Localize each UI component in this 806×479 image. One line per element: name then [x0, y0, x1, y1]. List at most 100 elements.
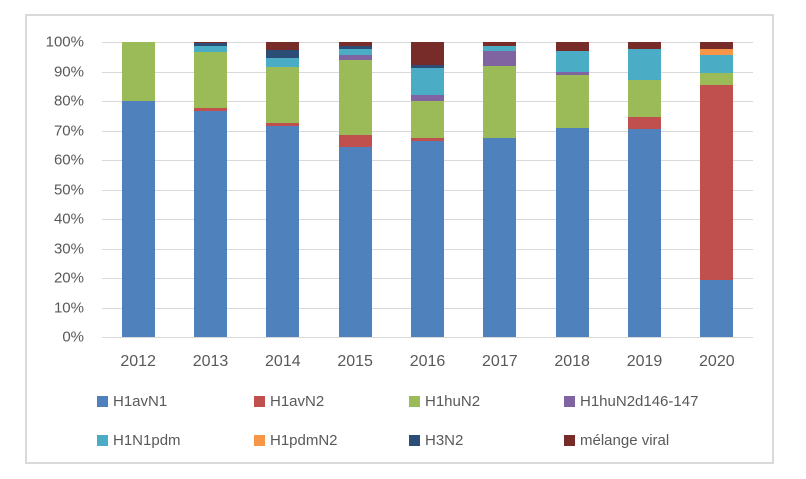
- bar-segment-2015-H3N2[interactable]: [338, 46, 372, 50]
- bar-segment-2015-H1avN1[interactable]: [338, 146, 372, 337]
- bar-segment-2017-mélange viral[interactable]: [483, 42, 517, 47]
- bar-segment-2019-H1avN1[interactable]: [627, 129, 661, 337]
- bar-slot-2012: [102, 42, 174, 337]
- stacked-bar-2014[interactable]: [266, 42, 300, 337]
- bar-segment-2018-H1huN2d146-147[interactable]: [555, 71, 589, 75]
- bar-segment-2016-H1N1pdm[interactable]: [410, 68, 444, 96]
- x-axis-tick-label-2016: 2016: [409, 353, 446, 370]
- bar-segment-2016-mélange viral[interactable]: [410, 41, 444, 66]
- bar-segment-2013-H1huN2[interactable]: [193, 52, 227, 109]
- stacked-bar-2020[interactable]: [700, 42, 734, 337]
- bar-segment-2018-H1avN1[interactable]: [555, 127, 589, 337]
- bar-segment-2013-H1avN1[interactable]: [193, 111, 227, 337]
- bar-segment-2015-H1huN2[interactable]: [338, 59, 372, 135]
- bar-segment-2020-H1avN2[interactable]: [700, 84, 734, 280]
- bar-segment-2020-H1huN2[interactable]: [700, 73, 734, 85]
- y-axis-tick-label: 50%: [53, 181, 84, 198]
- bar-slot-2013: [174, 41, 246, 337]
- stacked-bar-2015[interactable]: [338, 42, 372, 337]
- legend-item-H1huN2[interactable]: H1huN2: [409, 393, 480, 410]
- bar-slot-2014: [247, 42, 319, 337]
- bar-segment-2013-mélange viral[interactable]: [193, 41, 227, 44]
- x-axis-tick-label-2015: 2015: [337, 353, 373, 370]
- legend-item-H1N1pdm[interactable]: H1N1pdm: [97, 432, 181, 449]
- y-axis-tick-label: 90%: [53, 63, 84, 80]
- stacked-bar-2012[interactable]: [121, 42, 155, 337]
- bar-segment-2014-H3N2[interactable]: [266, 49, 300, 59]
- stacked-bar-2019[interactable]: [627, 41, 661, 337]
- legend-swatch-icon: [409, 435, 420, 446]
- legend-item-mélange viral[interactable]: mélange viral: [564, 432, 669, 449]
- bar-segment-2017-H1huN2[interactable]: [483, 65, 517, 138]
- legend-item-H1huN2d146-147[interactable]: H1huN2d146-147: [564, 393, 698, 410]
- bar-segment-2016-H1avN2[interactable]: [410, 137, 444, 141]
- bar-segment-2012-H1avN1[interactable]: [121, 101, 155, 337]
- bar-segment-2020-H1N1pdm[interactable]: [700, 55, 734, 74]
- bar-segment-2015-H1avN2[interactable]: [338, 134, 372, 147]
- bar-segment-2019-H1N1pdm[interactable]: [627, 49, 661, 81]
- legend-swatch-icon: [97, 435, 108, 446]
- stacked-bar-2013[interactable]: [193, 41, 227, 337]
- bar-segment-2016-H1huN2d146-147[interactable]: [410, 95, 444, 101]
- bar-segment-2016-H1huN2[interactable]: [410, 100, 444, 138]
- bar-segment-2018-mélange viral[interactable]: [555, 42, 589, 51]
- bar-segment-2020-H1pdmN2[interactable]: [700, 49, 734, 56]
- x-axis-tick-label-2020: 2020: [699, 353, 735, 370]
- y-axis-tick-label: 100%: [45, 33, 84, 51]
- bar-segment-2020-mélange viral[interactable]: [700, 42, 734, 50]
- legend-swatch-icon: [254, 396, 265, 407]
- stacked-bar-2018[interactable]: [555, 42, 589, 337]
- bar-segment-2013-H3N2[interactable]: [193, 43, 227, 47]
- bar-slot-2018: [536, 42, 608, 337]
- bar-segment-2014-H1N1pdm[interactable]: [266, 58, 300, 68]
- bar-segment-2019-H1huN2[interactable]: [627, 80, 661, 118]
- bar-segment-2017-H1N1pdm[interactable]: [483, 46, 517, 51]
- y-axis-tick-label: 10%: [53, 299, 84, 316]
- y-axis-tick-label: 40%: [53, 210, 84, 228]
- y-axis-tick-label: 20%: [53, 269, 84, 287]
- bar-segment-2019-H1avN2[interactable]: [627, 117, 661, 129]
- bar-segment-2014-H1huN2[interactable]: [266, 67, 300, 124]
- bar-segment-2013-H1avN2[interactable]: [193, 108, 227, 112]
- legend-label: H3N2: [425, 432, 464, 449]
- bar-segment-2013-H1N1pdm[interactable]: [193, 46, 227, 53]
- bar-segment-2014-H1avN2[interactable]: [266, 123, 300, 127]
- bar-segment-2016-H3N2[interactable]: [410, 65, 444, 69]
- bar-slot-2020: [681, 42, 753, 337]
- bar-segment-2017-H1avN1[interactable]: [483, 137, 517, 337]
- bar-segment-2014-H1avN1[interactable]: [266, 126, 300, 337]
- bar-segment-2019-mélange viral[interactable]: [627, 41, 661, 50]
- legend-swatch-icon: [564, 435, 575, 446]
- bar-segment-2017-H1huN2d146-147[interactable]: [483, 50, 517, 66]
- bar-segment-2020-H1avN1[interactable]: [700, 279, 734, 337]
- x-axis-tick-label-2014: 2014: [265, 353, 301, 370]
- bar-segment-2015-H1N1pdm[interactable]: [338, 49, 372, 56]
- bar-segment-2018-H1N1pdm[interactable]: [555, 50, 589, 72]
- legend-swatch-icon: [97, 396, 108, 407]
- bar-segment-2012-H1huN2[interactable]: [121, 42, 155, 101]
- legend-item-H1avN1[interactable]: H1avN1: [97, 393, 167, 410]
- bar-segment-2015-mélange viral[interactable]: [338, 42, 372, 47]
- x-axis-tick-label-2019: 2019: [626, 353, 663, 370]
- legend-label: H1avN2: [270, 393, 325, 410]
- bar-segment-2016-H1avN1[interactable]: [410, 140, 444, 337]
- bar-segment-2014-mélange viral[interactable]: [266, 42, 300, 50]
- legend-label: H1pdmN2: [270, 432, 338, 449]
- y-axis-tick-label: 70%: [53, 122, 84, 139]
- stacked-bar-2017[interactable]: [483, 42, 517, 337]
- bar-slot-2016: [391, 41, 463, 337]
- bar-slot-2015: [319, 42, 391, 337]
- y-axis-tick-label: 60%: [53, 151, 84, 169]
- legend-item-H3N2[interactable]: H3N2: [409, 432, 463, 449]
- bar-segment-2015-H1huN2d146-147[interactable]: [338, 55, 372, 60]
- legend-label: H1huN2d146-147: [580, 393, 699, 410]
- stacked-bar-2016[interactable]: [410, 41, 444, 337]
- y-axis-tick-label: 80%: [53, 92, 84, 110]
- legend-label: H1huN2: [425, 393, 481, 410]
- bar-segment-2018-H1huN2[interactable]: [555, 74, 589, 128]
- legend-item-H1avN2[interactable]: H1avN2: [254, 393, 324, 410]
- y-axis-tick-label: 0%: [62, 328, 84, 346]
- legend-item-H1pdmN2[interactable]: H1pdmN2: [254, 432, 338, 449]
- plot-area: 100% 90% 80% 70% 60% 50% 40% 30% 20% 10% 0% 2012 201…: [46, 34, 753, 370]
